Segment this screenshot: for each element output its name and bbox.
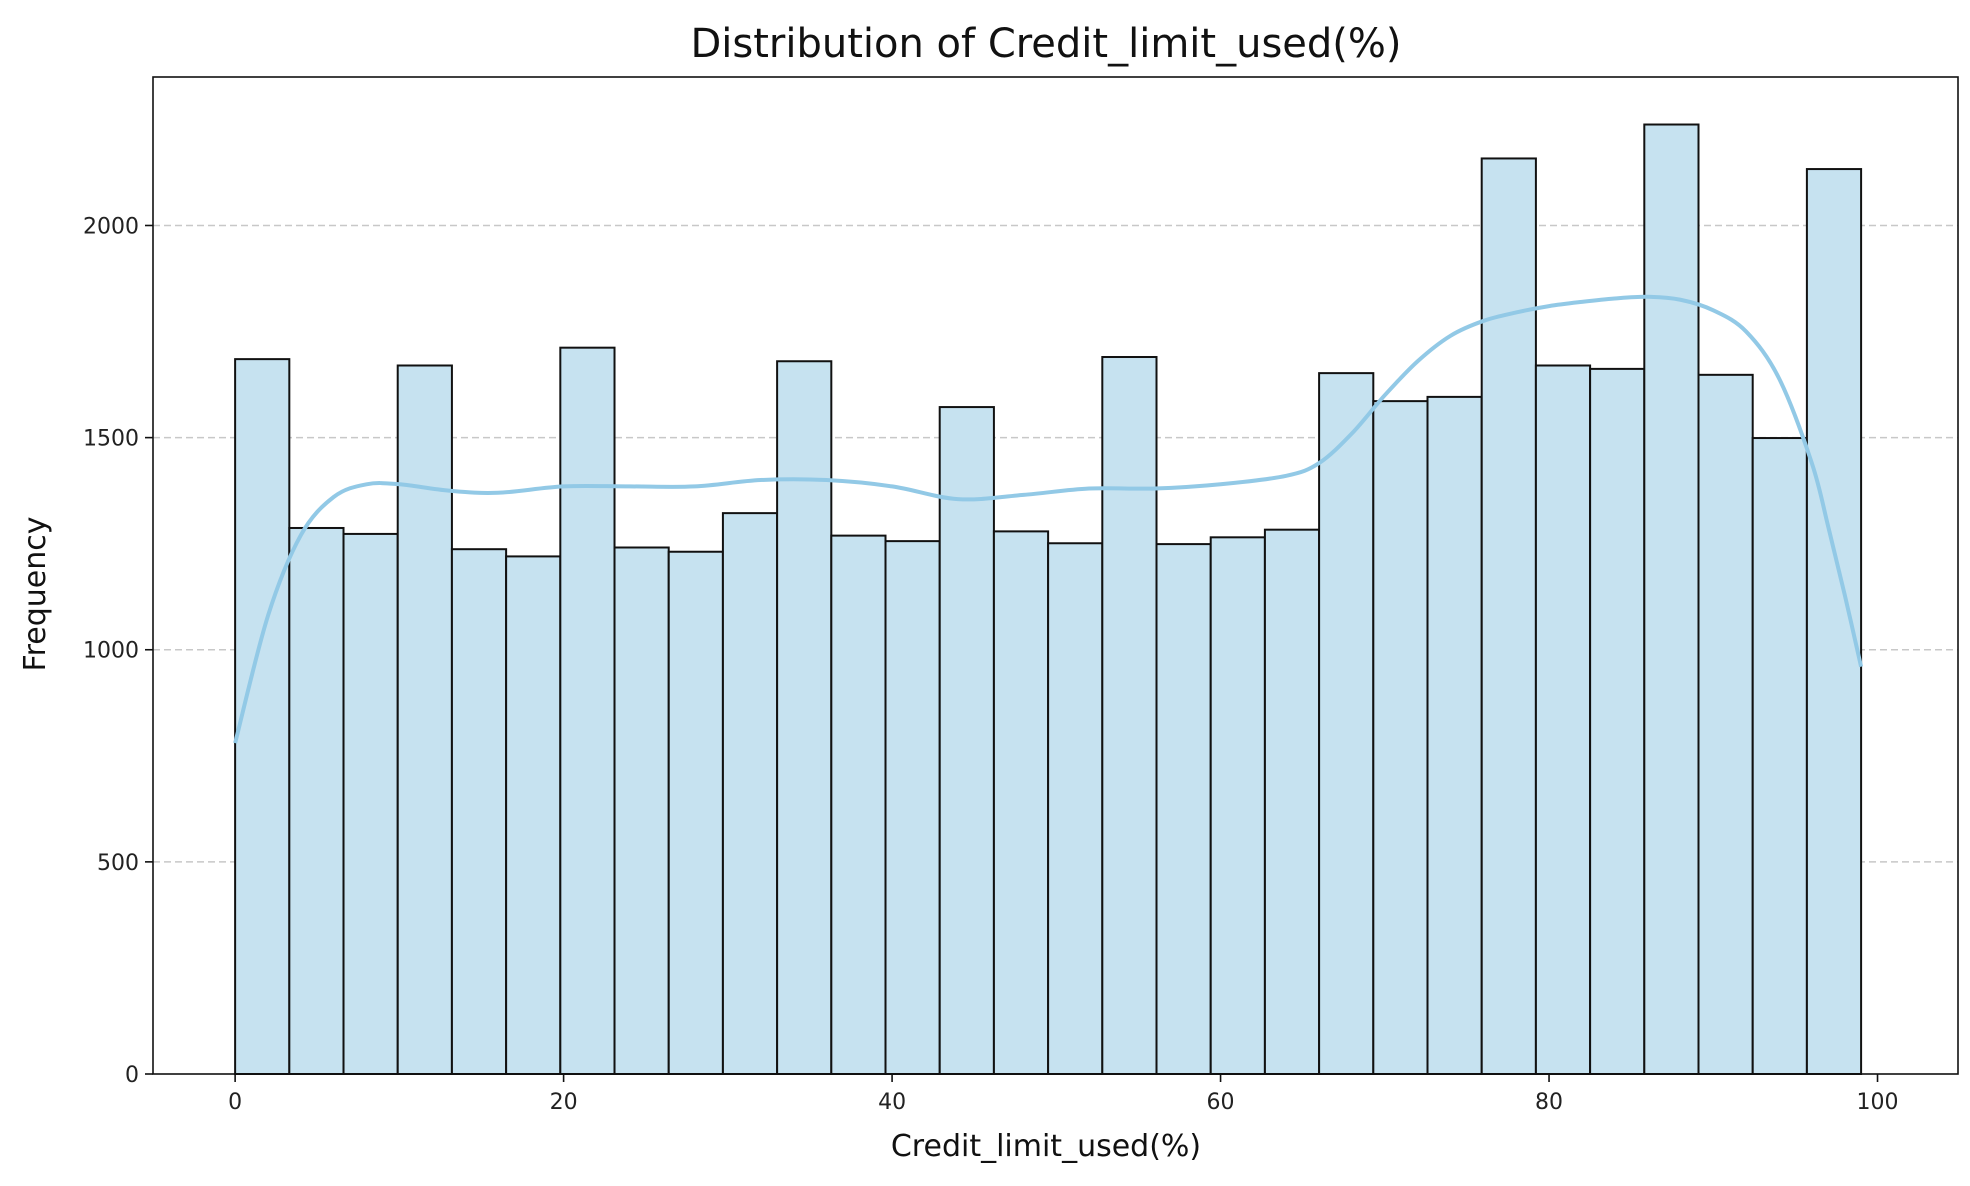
y-tick-label: 2000 — [83, 214, 139, 239]
histogram-bar — [1643, 123, 1700, 1075]
histogram-bar — [450, 548, 508, 1075]
histogram-bar — [234, 358, 291, 1076]
x-tick-label: 0 — [228, 1090, 242, 1115]
histogram-bar — [721, 512, 779, 1075]
x-tick-label: 60 — [1207, 1090, 1235, 1115]
histogram-bar — [505, 555, 562, 1075]
plot-frame — [152, 76, 1959, 1075]
histogram-bar — [342, 532, 399, 1075]
histogram-bar — [1372, 400, 1429, 1076]
y-axis-label: Frequency — [18, 517, 53, 672]
histogram-bar — [1209, 536, 1266, 1075]
y-tick-label: 1500 — [83, 427, 139, 452]
histogram-bar — [884, 540, 941, 1075]
x-axis-ticks: 0 20 40 60 80 100 — [228, 1074, 1899, 1115]
histogram-bars — [234, 123, 1863, 1076]
histogram-bar — [1589, 367, 1646, 1076]
y-tick-label: 0 — [125, 1063, 139, 1088]
kde-curve — [233, 294, 1864, 744]
histogram-bar — [1805, 168, 1863, 1075]
histogram-bar — [830, 534, 887, 1075]
histogram-bar — [1263, 528, 1321, 1075]
x-tick-label: 20 — [550, 1090, 578, 1115]
histogram-bar — [667, 550, 724, 1075]
histogram-bar — [1426, 395, 1483, 1076]
histogram-bar — [1318, 372, 1375, 1076]
histogram-bar — [992, 530, 1050, 1075]
histogram-bar — [559, 346, 616, 1076]
x-tick-label: 80 — [1535, 1090, 1563, 1115]
histogram-bar — [1480, 157, 1537, 1075]
x-tick-label: 40 — [878, 1090, 906, 1115]
histogram-bar — [776, 360, 833, 1076]
histogram-bar — [396, 364, 453, 1076]
y-tick-label: 1000 — [83, 639, 139, 664]
chart-title: Distribution of Credit_limit_used(%) — [690, 21, 1401, 67]
x-tick-label: 100 — [1857, 1090, 1899, 1115]
histogram-bar — [1101, 356, 1158, 1076]
x-axis-label: Credit_limit_used(%) — [891, 1129, 1201, 1164]
histogram-bar — [288, 526, 345, 1075]
histogram-bar — [1534, 364, 1592, 1076]
histogram-bar — [1155, 543, 1212, 1075]
y-tick-label: 500 — [97, 851, 139, 876]
histogram-bar — [613, 546, 670, 1075]
y-axis-ticks: 0 500 1000 1500 2000 — [83, 214, 153, 1088]
histogram-bar — [1697, 373, 1754, 1076]
histogram-bar — [938, 406, 995, 1076]
histogram-bar — [1047, 542, 1104, 1075]
histogram-bar — [1751, 437, 1808, 1076]
